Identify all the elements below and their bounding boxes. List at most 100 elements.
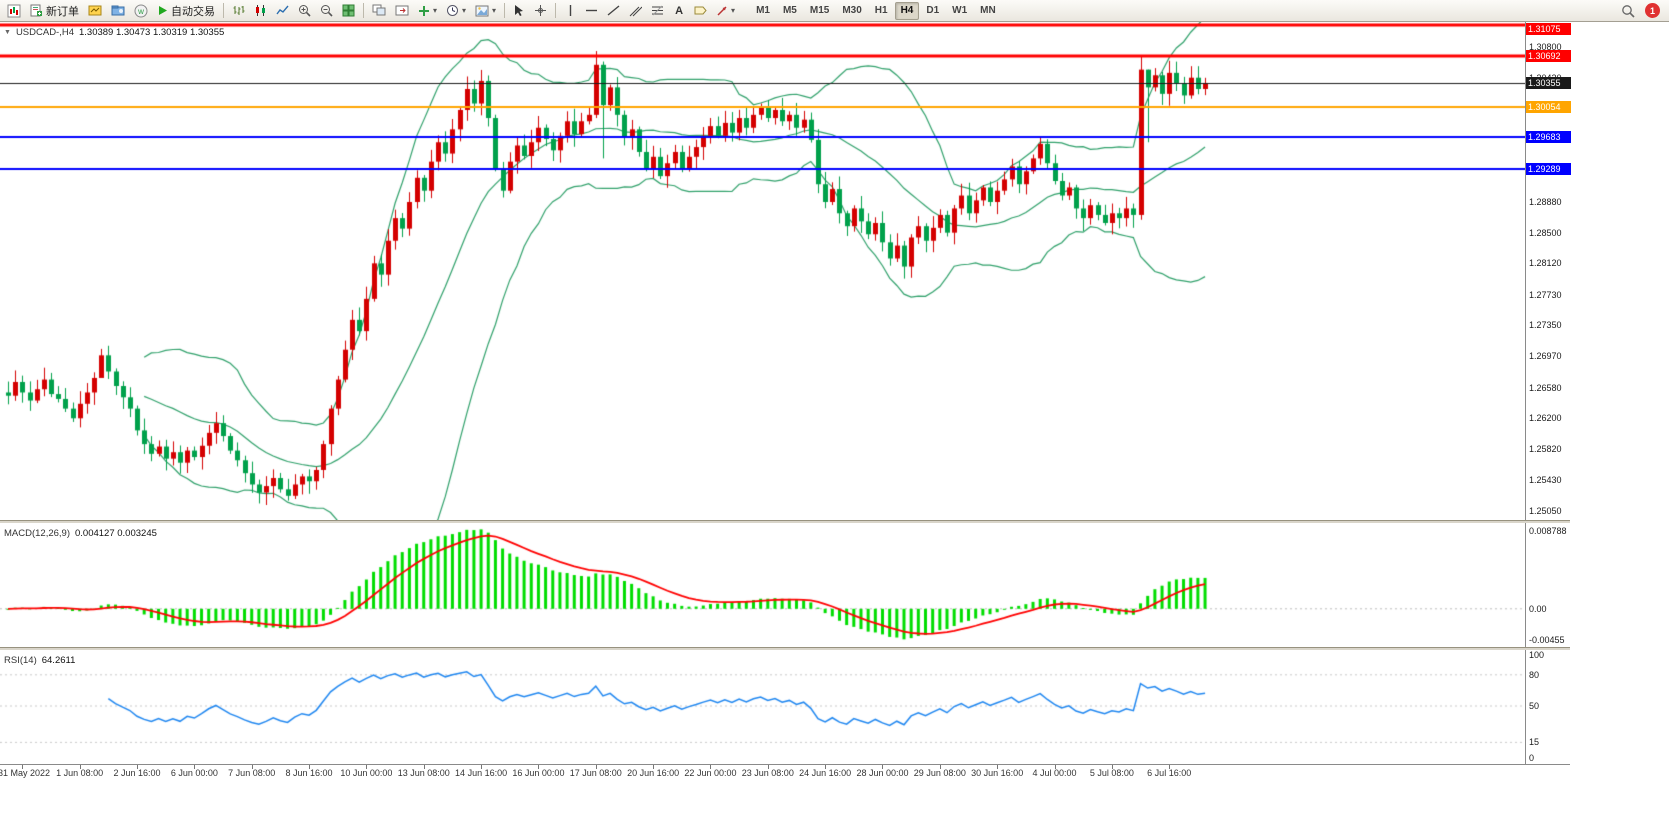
time-axis-tick — [194, 765, 196, 769]
timeframe-D1-button[interactable]: D1 — [926, 5, 940, 16]
new-order-button[interactable]: 新订单 — [26, 1, 83, 21]
time-axis-label: 29 Jun 08:00 — [913, 768, 966, 778]
price-axis-label: 1.28880 — [1529, 196, 1562, 207]
toolbar-separator — [555, 3, 557, 18]
arrows-button[interactable]: ▾ — [712, 1, 739, 21]
community-button[interactable]: w — [130, 1, 152, 21]
zoom-in-button[interactable] — [294, 1, 315, 21]
candlestick-chart-button[interactable] — [250, 1, 271, 21]
macd-axis[interactable]: 0.008788 0.00 -0.00455 — [1525, 523, 1570, 647]
horizontal-line-button[interactable] — [581, 1, 602, 21]
hline-price-tag[interactable]: 1.30692 — [1526, 49, 1571, 62]
crosshair-button[interactable] — [530, 1, 551, 21]
collapse-triangle-icon[interactable]: ▼ — [4, 29, 11, 36]
autotrading-button[interactable]: 自动交易 — [153, 1, 219, 21]
time-axis-tick — [882, 765, 884, 769]
time-axis-tick — [1054, 765, 1056, 769]
bid-price-tag[interactable]: 1.30355 — [1526, 76, 1571, 89]
rsi-canvas[interactable] — [0, 650, 1525, 764]
main-chart-canvas[interactable] — [0, 22, 1525, 520]
time-axis[interactable]: 31 May 2022 1 Jun 08:00 2 Jun 16:00 6 Jun 0… — [0, 764, 1570, 780]
panel-splitter[interactable] — [0, 647, 1570, 650]
time-axis-tick — [710, 765, 712, 769]
indicators-button[interactable]: ▾ — [414, 1, 441, 21]
timeframe-H1-button[interactable]: H1 — [874, 5, 888, 16]
time-axis-tick — [137, 765, 139, 769]
hline-price-tag[interactable]: 1.30054 — [1526, 101, 1571, 114]
bar-chart-button[interactable] — [228, 1, 249, 21]
profiles-button[interactable] — [107, 1, 129, 21]
time-axis-label: 7 Jun 08:00 — [228, 768, 276, 778]
timeframe-M30-button[interactable]: M30 — [842, 5, 862, 16]
time-axis-tick — [423, 765, 425, 769]
text-button[interactable]: A — [675, 4, 684, 17]
time-axis-label: 2 Jun 16:00 — [113, 768, 161, 778]
macd-axis-label: 0.008788 — [1529, 526, 1567, 536]
macd-canvas[interactable] — [0, 523, 1525, 647]
timeframe-MN-button[interactable]: MN — [980, 5, 996, 16]
zoom-out-button[interactable] — [316, 1, 337, 21]
price-axis-label: 1.30800 — [1529, 42, 1562, 53]
time-axis-tick — [939, 765, 941, 769]
vertical-line-button[interactable] — [560, 1, 580, 21]
rsi-axis-label: 100 — [1529, 650, 1545, 660]
search-icon[interactable] — [1617, 1, 1639, 21]
timeframe-H4-button[interactable]: H4 — [894, 1, 920, 20]
rsi-panel: RSI(14) 64.2611 100 80 50 15 0 — [0, 650, 1570, 764]
macd-panel: MACD(12,26,9) 0.004127 0.003245 0.008788… — [0, 523, 1570, 647]
time-axis-label: 20 Jun 16:00 — [627, 768, 680, 778]
price-axis-label: 1.25050 — [1529, 506, 1562, 517]
time-axis-tick — [653, 765, 655, 769]
timeframe-M15-button[interactable]: M15 — [809, 5, 830, 16]
time-axis-label: 22 Jun 00:00 — [684, 768, 737, 778]
price-axis-label: 1.28500 — [1529, 227, 1562, 238]
time-axis-tick — [1111, 765, 1113, 769]
timeframe-W1-button[interactable]: W1 — [952, 5, 968, 16]
price-axis[interactable]: 1.308001.304201.300301.296501.292701.288… — [1525, 22, 1571, 520]
time-axis-label: 10 Jun 00:00 — [340, 768, 393, 778]
time-axis-tick — [481, 765, 483, 769]
time-axis-label: 13 Jun 08:00 — [397, 768, 450, 778]
periods-button[interactable]: ▾ — [442, 1, 470, 21]
panel-splitter[interactable] — [0, 520, 1570, 523]
toolbar: 新订单 w 自动交易 ▾ ▾ — [0, 0, 1669, 22]
time-axis-label: 23 Jun 08:00 — [741, 768, 794, 778]
chevron-down-icon: ▾ — [492, 5, 497, 15]
fibonacci-button[interactable] — [647, 1, 668, 21]
toolbar-right-group: 1 — [1617, 1, 1666, 21]
macd-axis-label: 0.00 — [1529, 603, 1547, 614]
time-axis-tick — [767, 765, 769, 769]
time-axis-label: 1 Jun 08:00 — [56, 768, 104, 778]
time-axis-tick — [309, 765, 311, 769]
rsi-title: RSI(14) — [4, 655, 37, 666]
timeframe-M5-button[interactable]: M5 — [782, 5, 797, 16]
channel-button[interactable] — [625, 1, 646, 21]
time-axis-tick — [79, 765, 81, 769]
time-axis-label: 4 Jul 00:00 — [1032, 768, 1077, 778]
trendline-button[interactable] — [603, 1, 624, 21]
time-axis-label: 6 Jun 00:00 — [170, 768, 218, 778]
hline-price-tag[interactable]: 1.31075 — [1526, 23, 1571, 35]
tile-windows-button[interactable] — [338, 1, 359, 21]
notification-badge[interactable]: 1 — [1645, 3, 1660, 18]
svg-text:w: w — [137, 7, 144, 16]
rsi-axis[interactable]: 100 80 50 15 0 — [1525, 650, 1570, 764]
hline-price-tag[interactable]: 1.29289 — [1526, 162, 1571, 175]
text-label-button[interactable] — [690, 1, 711, 21]
templates-button[interactable]: ▾ — [471, 1, 500, 21]
arrange-charts-button[interactable] — [368, 1, 390, 21]
time-axis-label: 8 Jun 16:00 — [285, 768, 333, 778]
chart-shift-button[interactable] — [391, 1, 413, 21]
hline-price-tag[interactable]: 1.29683 — [1526, 131, 1571, 144]
line-chart-button[interactable] — [272, 1, 293, 21]
cursor-button[interactable] — [509, 1, 529, 21]
chart-area: ▼ USDCAD-,H4 1.30389 1.30473 1.30319 1.3… — [0, 22, 1571, 780]
rsi-axis-label: 80 — [1529, 669, 1540, 680]
price-axis-label: 1.26970 — [1529, 351, 1562, 362]
time-axis-label: 5 Jul 08:00 — [1089, 768, 1134, 778]
new-chart-button[interactable] — [84, 1, 106, 21]
autotrading-label: 自动交易 — [171, 5, 215, 18]
rsi-label: RSI(14) 64.2611 — [4, 655, 75, 666]
timeframe-M1-button[interactable]: M1 — [756, 5, 770, 16]
rsi-axis-label: 50 — [1529, 701, 1540, 711]
